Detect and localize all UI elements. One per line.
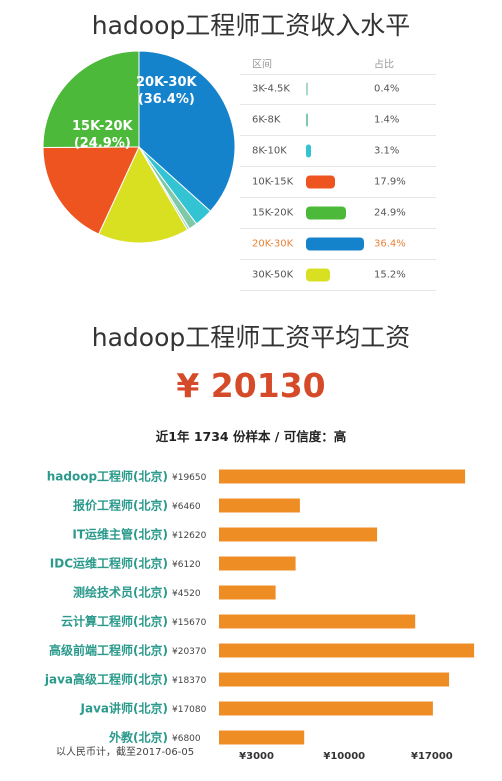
- table-row: 10K-15K 17.9%: [240, 167, 436, 198]
- bar-value-label: ¥15670: [172, 618, 207, 628]
- bar-category-label: 高级前端工程师(北京): [49, 643, 168, 658]
- bar: [219, 672, 450, 687]
- x-tick-label: ¥10000: [323, 751, 365, 762]
- bar-category-label: 云计算工程师(北京): [61, 614, 168, 629]
- bar-value-label: ¥6120: [172, 560, 201, 570]
- pie-label-range: 20K-30K: [136, 75, 197, 90]
- pie-slice-15k-20k: [42, 50, 140, 148]
- bar: [219, 614, 416, 629]
- bar: [219, 730, 305, 745]
- row-share: 24.9%: [374, 207, 406, 219]
- row-share-bar: [306, 113, 309, 127]
- pie-label-pct: (36.4%): [137, 92, 195, 107]
- header-share: 占比: [374, 59, 394, 71]
- pie-slice-20k-30k: [138, 50, 236, 212]
- row-range: 15K-20K: [252, 207, 294, 219]
- bar-value-label: ¥19650: [172, 473, 207, 483]
- row-share: 15.2%: [374, 269, 406, 281]
- bar: [219, 585, 276, 600]
- bar-value-label: ¥6800: [172, 734, 201, 744]
- row-share: 17.9%: [374, 176, 406, 188]
- x-tick-label: ¥3000: [239, 751, 274, 762]
- pie-label-20k-30k: 20K-30K (36.4%): [136, 74, 197, 108]
- row-share: 36.4%: [374, 238, 406, 250]
- table-row: 15K-20K 24.9%: [240, 198, 436, 229]
- bar-category-label: IDC运维工程师(北京): [50, 556, 168, 571]
- salary-pie-chart: [42, 50, 236, 244]
- pie-label-range: 15K-20K: [72, 119, 133, 134]
- average-salary: ¥ 20130: [176, 366, 326, 405]
- pie-slice-10k-15k: [42, 146, 140, 235]
- bar-category-label: 测绘技术员(北京): [73, 585, 168, 600]
- pie-slice-30k-50k: [98, 145, 189, 244]
- row-share-bar: [306, 175, 335, 189]
- row-share-bar: [306, 206, 346, 220]
- table-row: 8K-10K 3.1%: [240, 136, 436, 167]
- row-share-bar: [306, 82, 308, 96]
- bar-value-label: ¥18370: [172, 676, 207, 686]
- job-salary-bar-chart: hadoop工程师(北京) ¥19650 报价工程师(北京) ¥6460 IT运维主管(…: [44, 469, 475, 762]
- pie-label-pct: (24.9%): [73, 136, 131, 151]
- bar-value-label: ¥17080: [172, 705, 207, 715]
- bar-value-label: ¥6460: [172, 502, 201, 512]
- distribution-title: hadoop工程师工资收入水平: [91, 11, 411, 40]
- bar-category-label: IT运维主管(北京): [72, 527, 168, 542]
- table-header: 区间 占比: [240, 52, 436, 75]
- bar: [219, 556, 296, 571]
- row-range: 6K-8K: [252, 114, 281, 126]
- header-range: 区间: [252, 59, 272, 71]
- average-title: hadoop工程师工资平均工资: [91, 323, 411, 352]
- footnote: 以人民币计，截至2017-06-05: [56, 747, 195, 758]
- table-row: 3K-4.5K 0.4%: [240, 74, 436, 105]
- row-share-bar: [306, 268, 331, 282]
- bar-category-label: 报价工程师(北京): [73, 498, 168, 513]
- row-share: 3.1%: [374, 145, 400, 157]
- bar-value-label: ¥12620: [172, 531, 207, 541]
- row-share: 1.4%: [374, 114, 400, 126]
- row-share: 0.4%: [374, 83, 400, 95]
- bar-category-label: java高级工程师(北京): [44, 672, 168, 687]
- row-range: 10K-15K: [252, 176, 294, 188]
- pie-label-15k-20k: 15K-20K (24.9%): [72, 118, 133, 152]
- table-row: 30K-50K 15.2%: [240, 260, 436, 291]
- table-row: 20K-30K 36.4%: [240, 229, 436, 260]
- bar-category-label: Java讲师(北京): [80, 701, 168, 716]
- bar-category-label: 外教(北京): [109, 730, 168, 745]
- row-share-bar: [306, 144, 311, 158]
- bar: [219, 469, 466, 484]
- row-range: 30K-50K: [252, 269, 294, 281]
- bar: [219, 643, 475, 658]
- row-range: 20K-30K: [252, 238, 294, 250]
- x-tick-label: ¥17000: [411, 751, 453, 762]
- row-range: 3K-4.5K: [252, 83, 290, 95]
- bar-category-label: hadoop工程师(北京): [47, 469, 168, 484]
- row-share-bar: [306, 237, 364, 251]
- table-row: 6K-8K 1.4%: [240, 105, 436, 136]
- bar: [219, 498, 300, 513]
- row-range: 8K-10K: [252, 145, 287, 157]
- bar-value-label: ¥4520: [172, 589, 201, 599]
- sample-note: 近1年 1734 份样本 / 可信度：高: [155, 429, 347, 444]
- bar: [219, 701, 433, 716]
- bar-value-label: ¥20370: [172, 647, 207, 657]
- bar: [219, 527, 378, 542]
